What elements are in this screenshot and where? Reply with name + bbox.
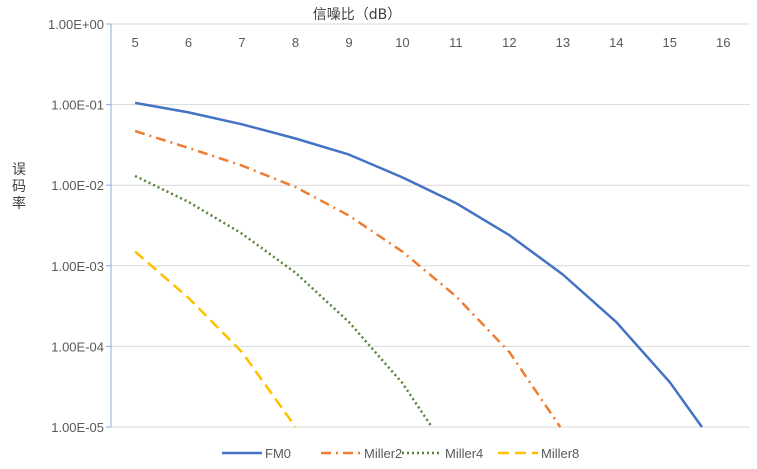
x-tick-label: 12 — [502, 35, 516, 50]
series-line-miller2 — [134, 129, 562, 428]
legend-label-miller4: Miller4 — [445, 446, 483, 461]
x-axis-title: 信噪比（dB） — [313, 7, 402, 23]
x-tick-label: 7 — [238, 35, 245, 50]
x-tick-label: 10 — [395, 35, 409, 50]
x-tick-label: 8 — [292, 35, 299, 50]
y-axis-ticks: 1.00E+00 1.00E-01 1.00E-02 1.00E-03 1.00E-04… — [48, 17, 111, 435]
x-tick-label: 14 — [609, 35, 623, 50]
y-tick-label: 1.00E-05 — [51, 420, 104, 435]
y-tick-label: 1.00E-02 — [51, 178, 104, 193]
x-tick-label: 5 — [131, 35, 138, 50]
legend-label-miller2: Miller2 — [364, 446, 402, 461]
legend-label-fm0: FM0 — [265, 446, 291, 461]
x-tick-label: 6 — [185, 35, 192, 50]
y-axis-title: 误码率 — [12, 162, 26, 212]
x-tick-label: 16 — [716, 35, 730, 50]
x-tick-label: 11 — [449, 35, 463, 50]
x-tick-label: 13 — [556, 35, 570, 50]
y-tick-label: 1.00E+00 — [48, 17, 104, 32]
series-line-miller8 — [134, 250, 297, 428]
series-line-miller4 — [134, 174, 433, 428]
x-tick-label: 15 — [663, 35, 677, 50]
y-tick-label: 1.00E-04 — [51, 339, 104, 354]
x-tick-label: 9 — [345, 35, 352, 50]
legend-label-miller8: Miller8 — [541, 446, 579, 461]
y-tick-label: 1.00E-01 — [51, 98, 104, 113]
legend: FM0 Miller2 Miller4 Miller8 — [222, 446, 579, 461]
x-axis-ticks: 5 6 7 8 9 10 11 12 13 14 15 16 — [131, 35, 730, 50]
series-line-fm0 — [134, 101, 703, 428]
y-tick-label: 1.00E-03 — [51, 259, 104, 274]
series-lines — [134, 101, 703, 428]
gridlines — [111, 23, 750, 428]
